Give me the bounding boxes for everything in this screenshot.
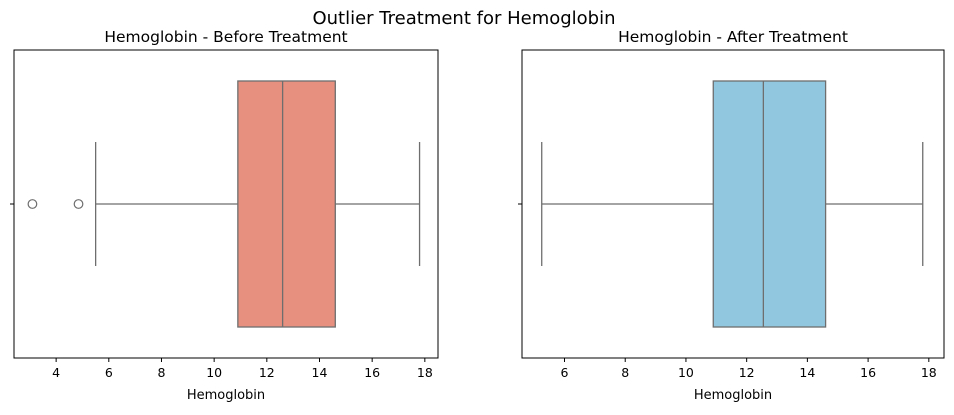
x-tick-label: 12 [259, 365, 275, 380]
x-tick-label: 16 [364, 365, 380, 380]
iqr-box [237, 80, 336, 328]
figure-title: Outlier Treatment for Hemoglobin [312, 8, 615, 29]
x-tick-label: 16 [860, 365, 876, 380]
x-tick-label: 6 [105, 365, 113, 380]
x-tick-label: 14 [799, 365, 815, 380]
panel-after: Hemoglobin - After Treatment 6 8 10 12 14 16 1… [518, 28, 945, 403]
outlier-point [73, 199, 84, 209]
x-tick-label: 10 [678, 365, 694, 380]
x-tick-label: 14 [312, 365, 328, 380]
x-tick-label: 18 [921, 365, 937, 380]
iqr-box [712, 80, 827, 328]
x-tick-label: 8 [621, 365, 629, 380]
x-ticks-before: 4 6 8 10 12 14 16 18 [52, 358, 433, 380]
x-tick-label: 4 [52, 365, 60, 380]
panel-title-before: Hemoglobin - Before Treatment [104, 28, 347, 46]
box-marks-after [541, 80, 924, 328]
x-ticks-after: 6 8 10 12 14 16 18 [561, 358, 937, 380]
panel-before: Hemoglobin - Before Treatment 4 6 8 10 12 14 1… [10, 28, 439, 403]
x-tick-label: 6 [561, 365, 569, 380]
outlier-point [27, 199, 38, 209]
x-axis-label-after: Hemoglobin [694, 388, 772, 403]
box-marks-before [27, 80, 421, 328]
x-tick-label: 10 [206, 365, 222, 380]
x-tick-label: 8 [158, 365, 166, 380]
x-tick-label: 18 [417, 365, 433, 380]
x-tick-label: 12 [739, 365, 755, 380]
x-axis-label-before: Hemoglobin [187, 388, 265, 403]
panel-title-after: Hemoglobin - After Treatment [618, 28, 848, 46]
